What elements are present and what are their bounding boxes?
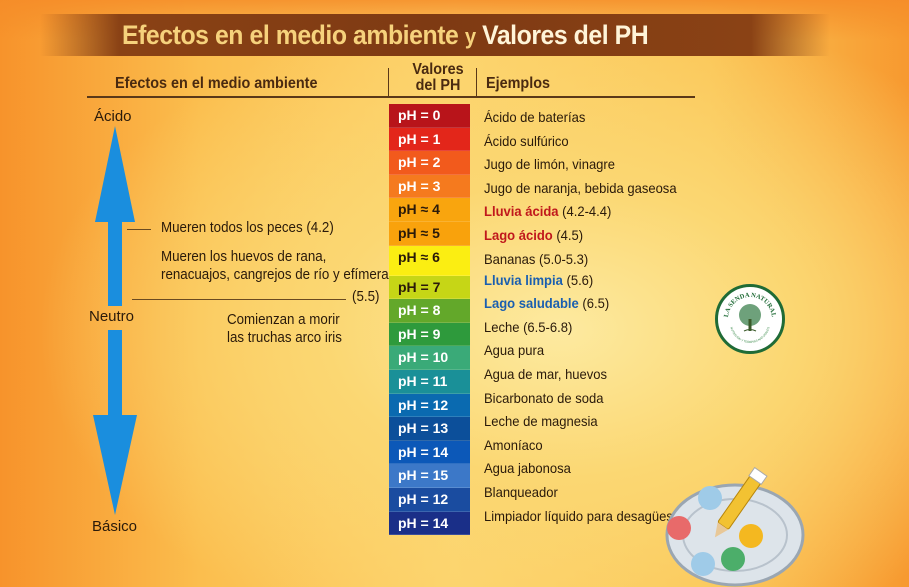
example-item: Lluvia limpia (5.6) <box>484 267 677 291</box>
example-item: Ácido de baterías <box>484 109 586 125</box>
tree-icon: LA SENDA NATURAL NUTRICIÓN Y TERAPIAS NA… <box>723 292 777 344</box>
example-item: Agua de mar, huevos <box>484 365 608 382</box>
header-effects: Efectos en el medio ambiente <box>115 75 318 92</box>
ph-row: pH = 12 <box>389 487 470 512</box>
effect-tick <box>127 229 151 230</box>
example-value: (4.5) <box>552 226 584 243</box>
title-connector: y <box>464 24 476 49</box>
example-item: Lago saludable (6.5) <box>484 290 677 314</box>
ph-row: pH = 14 <box>389 440 470 465</box>
page-title: Efectos en el medio ambiente y Valores d… <box>122 14 649 56</box>
ph-row: pH = 0 <box>389 104 470 128</box>
title-banner <box>40 14 830 56</box>
ph-row: pH = 10 <box>389 346 470 370</box>
effect-frog-eggs: Mueren los huevos de rana, renacuajos, c… <box>161 248 395 284</box>
example-item: Limpiador líquido para desagües <box>484 507 673 524</box>
effect-tick <box>132 299 346 300</box>
arrow-up-icon <box>95 126 135 306</box>
ph-row: pH = 15 <box>389 464 470 488</box>
label-basic: Básico <box>92 518 138 535</box>
ph-row: pH ≈ 6 <box>389 245 470 276</box>
example-item <box>484 526 677 550</box>
example-item: Jugo de limón, vinagre <box>484 156 616 173</box>
effect-value: (5.5) <box>352 289 380 305</box>
effect-line2: renacuajos, cangrejos de río y efímeras <box>161 267 396 283</box>
effect-trout: Comienzan a morir las truchas arco iris <box>227 311 342 347</box>
example-item: Ácido sulfúrico <box>484 132 569 149</box>
ph-row: pH = 7 <box>389 275 470 300</box>
ph-row: pH = 9 <box>389 322 470 347</box>
ph-row: pH = 13 <box>389 417 470 441</box>
examples-list: Ácido de baterías Ácido sulfúrico Jugo de … <box>484 104 691 550</box>
ph-row: pH = 8 <box>389 299 470 323</box>
example-highlight: Lluvia limpia <box>484 271 563 288</box>
paint-palette-icon <box>665 466 805 587</box>
ph-row: pH = 12 <box>389 393 470 418</box>
ph-row: pH ≈ 4 <box>389 198 470 222</box>
label-acid: Ácido <box>94 108 132 125</box>
example-item: Leche (6.5-6.8) <box>484 318 573 335</box>
example-value: (6.5) <box>578 295 610 312</box>
example-item: Blanqueador <box>484 483 558 500</box>
header-divider <box>388 68 389 96</box>
ph-row: pH = 14 <box>389 511 470 536</box>
effect-line1: Comienzan a morir <box>227 312 340 328</box>
example-value: (5.6) <box>562 271 594 288</box>
header-values-line1: Valores <box>412 61 464 78</box>
example-highlight: Lago saludable <box>484 295 579 312</box>
header-divider <box>476 68 477 96</box>
example-item: Agua jabonosa <box>484 460 571 477</box>
example-item: Bananas (5.0-5.3) <box>484 250 589 267</box>
example-item: Amoníaco <box>484 436 543 453</box>
title-part2: Valores del PH <box>482 20 649 50</box>
example-item: Lago ácido (4.5) <box>484 222 677 246</box>
example-value: (4.2-4.4) <box>558 203 612 220</box>
ph-row: pH ≈ 5 <box>389 221 470 246</box>
example-highlight: Lago ácido <box>484 226 553 243</box>
effect-line2: las truchas arco iris <box>227 330 342 346</box>
label-neutral: Neutro <box>89 308 135 325</box>
header-values-line2: del PH <box>415 77 461 94</box>
header-ph-values: Valores del PH <box>400 62 476 94</box>
ph-row: pH = 11 <box>389 369 470 394</box>
ph-row: pH = 2 <box>389 151 470 175</box>
example-highlight: Lluvia ácida <box>484 203 559 220</box>
example-item: Agua pura <box>484 342 545 359</box>
ph-row: pH = 1 <box>389 127 470 152</box>
example-item: Jugo de naranja, bebida gaseosa <box>484 179 677 196</box>
logo: LA SENDA NATURAL NUTRICIÓN Y TERAPIAS NA… <box>715 284 785 354</box>
example-item: Leche de magnesia <box>484 413 598 430</box>
example-item: Bicarbonato de soda <box>484 389 604 406</box>
title-part1: Efectos en el medio ambiente <box>122 20 459 50</box>
arrow-down-icon <box>93 330 137 515</box>
effect-fish-die: Mueren todos los peces (4.2) <box>161 220 334 236</box>
effect-line1: Mueren los huevos de rana, <box>161 249 327 265</box>
example-item: Lluvia ácida (4.2-4.4) <box>484 198 677 222</box>
header-rule <box>87 96 695 98</box>
ph-row: pH = 3 <box>389 174 470 199</box>
ph-scale: pH = 0 pH = 1 pH = 2 pH = 3 pH ≈ 4 pH ≈ 5 pH ≈… <box>389 104 470 536</box>
header-examples: Ejemplos <box>486 75 551 92</box>
